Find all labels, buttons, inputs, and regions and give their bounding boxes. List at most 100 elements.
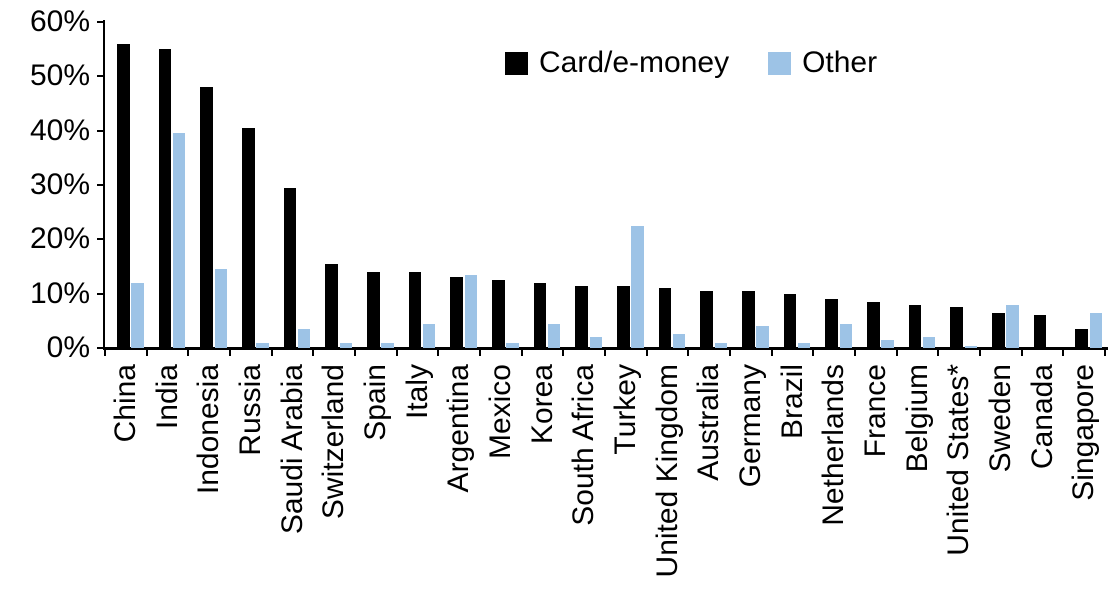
bar-card-e-money bbox=[783, 293, 797, 348]
x-axis-tick bbox=[312, 348, 315, 356]
y-axis-tick-label: 0% bbox=[46, 331, 90, 364]
bar-other bbox=[631, 225, 644, 348]
bar-other bbox=[131, 282, 144, 348]
x-axis-category-label: Italy bbox=[400, 364, 434, 420]
legend-swatch-other bbox=[768, 51, 792, 75]
bar-other bbox=[297, 328, 311, 348]
bar-other bbox=[881, 339, 894, 348]
bar-card-e-money bbox=[1033, 315, 1047, 348]
bar-card-e-money bbox=[742, 290, 755, 348]
y-axis-tick-label: 50% bbox=[29, 59, 90, 93]
x-axis-tick bbox=[479, 348, 481, 356]
x-axis-tick bbox=[604, 348, 606, 356]
x-axis-category-label: Australia bbox=[692, 364, 726, 481]
bar-card-e-money bbox=[450, 277, 463, 348]
bar-card-e-money bbox=[117, 43, 130, 348]
x-axis-category-label: Netherlands bbox=[817, 364, 851, 526]
x-axis-tick bbox=[520, 348, 523, 356]
y-axis-tick bbox=[97, 75, 105, 78]
bar-other bbox=[381, 342, 394, 348]
bar-other bbox=[797, 342, 811, 348]
bar-card-e-money bbox=[242, 127, 255, 348]
x-axis-category-label: China bbox=[108, 364, 142, 443]
bar-other bbox=[714, 342, 728, 348]
x-axis-tick bbox=[1104, 348, 1106, 356]
bar-other bbox=[589, 337, 603, 348]
bar-card-e-money bbox=[950, 307, 963, 348]
y-axis-tick bbox=[97, 21, 105, 23]
bar-card-e-money bbox=[158, 49, 172, 348]
x-axis-category-label: United Kingdom bbox=[650, 364, 684, 578]
x-axis-category-label: Spain bbox=[358, 364, 392, 441]
x-axis-tick bbox=[812, 348, 815, 356]
y-axis-tick bbox=[97, 292, 105, 295]
legend-swatch-card-e-money bbox=[505, 51, 528, 75]
chart-legend: Card/e-money Other bbox=[505, 45, 877, 81]
bar-card-e-money bbox=[283, 187, 297, 348]
x-axis-category-label: Saudi Arabia bbox=[275, 364, 309, 535]
y-axis-tick bbox=[97, 129, 105, 132]
x-axis-tick bbox=[937, 348, 940, 356]
x-axis-category-label: Singapore bbox=[1067, 364, 1101, 501]
bar-card-e-money bbox=[617, 285, 630, 348]
x-axis-tick bbox=[770, 348, 773, 356]
bar-other bbox=[839, 323, 853, 348]
x-axis-category-label: Mexico bbox=[483, 364, 517, 460]
x-axis-category-label: France bbox=[858, 364, 892, 458]
x-axis-category-label: Canada bbox=[1025, 364, 1059, 470]
bar-other bbox=[256, 342, 269, 348]
x-axis-tick bbox=[1020, 348, 1023, 356]
x-axis-category-label: Turkey bbox=[608, 364, 642, 455]
x-axis-tick bbox=[145, 348, 148, 356]
x-axis-category-label: Germany bbox=[733, 364, 767, 488]
x-axis-tick bbox=[1062, 348, 1065, 356]
bar-card-e-money bbox=[492, 280, 505, 348]
x-axis-category-label: Korea bbox=[525, 364, 559, 445]
bar-card-e-money bbox=[992, 312, 1005, 348]
legend-label-other: Other bbox=[802, 46, 878, 79]
y-axis-tick-label: 30% bbox=[29, 168, 90, 201]
x-axis-category-label: Russia bbox=[233, 364, 267, 456]
x-axis-category-label: Sweden bbox=[983, 364, 1017, 473]
bar-other bbox=[214, 269, 228, 348]
x-axis-category-label: South Africa bbox=[567, 364, 601, 526]
y-axis-tick bbox=[97, 238, 105, 241]
bar-other bbox=[172, 133, 186, 348]
bar-other bbox=[922, 337, 936, 348]
y-axis-tick-label: 10% bbox=[29, 276, 90, 310]
x-axis-category-label: Switzerland bbox=[317, 364, 351, 520]
x-axis-category-label: Indonesia bbox=[192, 364, 226, 495]
x-axis-tick bbox=[687, 348, 690, 356]
y-axis-tick bbox=[97, 347, 105, 349]
bar-other bbox=[464, 274, 478, 348]
y-axis-tick-label: 40% bbox=[29, 113, 90, 147]
y-axis-tick-label: 20% bbox=[29, 222, 90, 256]
legend-label-card-e-money: Card/e-money bbox=[539, 46, 730, 79]
bar-other bbox=[422, 323, 436, 348]
x-axis-category-label: India bbox=[150, 364, 184, 430]
x-axis-tick bbox=[270, 348, 273, 356]
bar-card-e-money bbox=[1075, 328, 1088, 348]
bar-other bbox=[339, 342, 353, 348]
bar-card-e-money bbox=[658, 288, 672, 348]
x-axis-tick bbox=[229, 348, 231, 356]
bar-other bbox=[1006, 304, 1019, 348]
bar-other bbox=[756, 326, 769, 348]
x-axis-tick bbox=[562, 348, 565, 356]
bar-card-e-money bbox=[867, 301, 880, 348]
x-axis-tick bbox=[395, 348, 398, 356]
bar-other bbox=[1089, 312, 1103, 348]
bar-card-e-money bbox=[533, 282, 547, 348]
bar-other bbox=[672, 334, 686, 348]
x-axis-category-label: Belgium bbox=[900, 364, 934, 473]
bar-other bbox=[506, 342, 519, 348]
y-axis-tick bbox=[97, 184, 105, 186]
x-axis-tick bbox=[979, 348, 981, 356]
x-axis-tick bbox=[437, 348, 440, 356]
bar-card-e-money bbox=[367, 271, 380, 348]
x-axis-tick bbox=[104, 348, 106, 356]
x-axis-category-label: Argentina bbox=[442, 364, 476, 493]
bar-card-e-money bbox=[700, 290, 713, 348]
x-axis-tick bbox=[854, 348, 856, 356]
